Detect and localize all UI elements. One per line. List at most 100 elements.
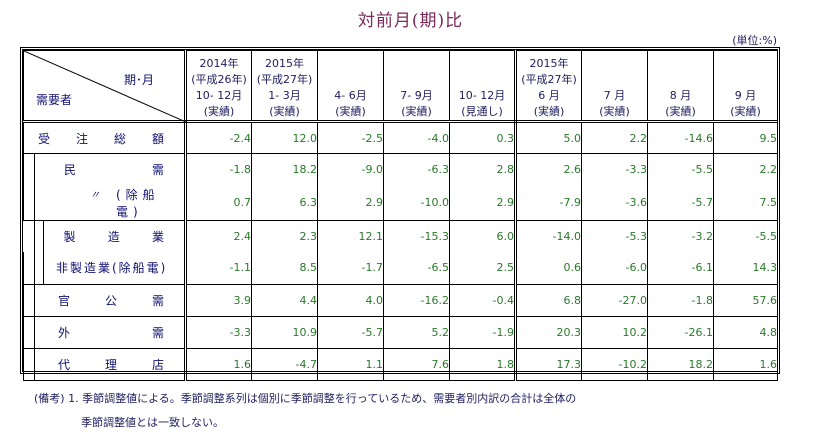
column-header: 8 月 (実績) xyxy=(647,50,714,123)
value-cell: 2.2 xyxy=(713,153,778,186)
value-cell: 8.5 xyxy=(251,252,318,285)
demander-axis-label: 需要者 xyxy=(36,93,73,107)
value-cell: -1.1 xyxy=(185,252,252,285)
value-cell: 1.8 xyxy=(449,347,517,381)
value-cell: -3.6 xyxy=(581,185,648,221)
value-cell: 0.3 xyxy=(449,121,517,154)
value-cell: 4.0 xyxy=(317,283,384,317)
value-cell: 1.6 xyxy=(185,347,252,381)
table-row: 代 理 店 1.6 -4.7 1.1 7.6 1.8 17.3 -10.2 18… xyxy=(23,347,778,381)
value-cell: -6.0 xyxy=(581,252,648,285)
table-row: 民 需 -1.8 18.2 -9.0 -6.3 2.8 2.6 -3.3 -5.… xyxy=(23,153,778,186)
value-cell: -2.4 xyxy=(185,121,252,154)
value-cell: 12.1 xyxy=(317,219,384,252)
value-cell: -15.3 xyxy=(383,219,450,252)
value-cell: -2.5 xyxy=(317,121,384,154)
value-cell: 5.0 xyxy=(515,121,582,154)
value-cell: -14.6 xyxy=(647,121,714,154)
value-cell: 2.8 xyxy=(449,153,517,186)
value-cell: -5.5 xyxy=(647,153,714,186)
diagonal-line xyxy=(24,51,186,122)
table-row: 受 注 総 額 -2.4 12.0 -2.5 -4.0 0.3 5.0 2.2 … xyxy=(23,121,778,154)
value-cell: 1.1 xyxy=(317,347,384,381)
row-label: 民 需 xyxy=(23,153,187,186)
value-cell: 2.9 xyxy=(449,185,517,221)
data-table: 期･月 需要者 2014年 (平成26年) 10- 12月 (実績) 2015年… xyxy=(23,50,778,381)
value-cell: -7.9 xyxy=(515,185,582,221)
column-header: 7 月 (実績) xyxy=(581,50,648,123)
value-cell: 2.2 xyxy=(581,121,648,154)
value-cell: 4.4 xyxy=(251,283,318,317)
value-cell: 2.3 xyxy=(251,219,318,252)
column-header: 9 月 (実績) xyxy=(713,50,778,123)
footnote-line-1: (備考) 1. 季節調整値による。季節調整系列は個別に季節調整を行っているため、… xyxy=(34,392,577,405)
value-cell: 18.2 xyxy=(251,153,318,186)
value-cell: -1.9 xyxy=(449,315,517,349)
value-cell: -5.7 xyxy=(647,185,714,221)
value-cell: -4.0 xyxy=(383,121,450,154)
value-cell: -26.1 xyxy=(647,315,714,349)
value-cell: 2.5 xyxy=(449,252,517,285)
column-header: 7- 9月 (実績) xyxy=(383,50,450,123)
value-cell: -5.3 xyxy=(581,219,648,252)
value-cell: 0.7 xyxy=(185,185,252,221)
unit-label: (単位:%) xyxy=(732,34,777,47)
value-cell: -3.3 xyxy=(185,315,252,349)
value-cell: -1.8 xyxy=(185,153,252,186)
value-cell: -5.7 xyxy=(317,315,384,349)
footnote-line-2: 季節調整値とは一致しない。 xyxy=(81,416,224,429)
value-cell: -5.5 xyxy=(713,219,778,252)
value-cell: 57.6 xyxy=(713,283,778,317)
table-row: 外 需 -3.3 10.9 -5.7 5.2 -1.9 20.3 10.2 -2… xyxy=(23,315,778,349)
value-cell: 1.6 xyxy=(713,347,778,381)
value-cell: 6.3 xyxy=(251,185,318,221)
column-header: 2015年 (平成27年) 1- 3月 (実績) xyxy=(251,50,318,123)
table-row: 官 公 需 3.9 4.4 4.0 -16.2 -0.4 6.8 -27.0 -… xyxy=(23,283,778,317)
value-cell: -10.0 xyxy=(383,185,450,221)
value-cell: -6.5 xyxy=(383,252,450,285)
value-cell: -9.0 xyxy=(317,153,384,186)
value-cell: -6.1 xyxy=(647,252,714,285)
column-header: 2014年 (平成26年) 10- 12月 (実績) xyxy=(185,50,252,123)
value-cell: 7.5 xyxy=(713,185,778,221)
column-header: 10- 12月 (見通し) xyxy=(449,50,517,123)
value-cell: 14.3 xyxy=(713,252,778,285)
value-cell: 12.0 xyxy=(251,121,318,154)
row-label: 代 理 店 xyxy=(23,347,187,381)
value-cell: -3.2 xyxy=(647,219,714,252)
value-cell: 17.3 xyxy=(515,347,582,381)
column-header: 2015年 (平成27年) 6 月 (実績) xyxy=(515,50,582,123)
value-cell: 2.6 xyxy=(515,153,582,186)
table-row: 非製造業(除船電) -1.1 8.5 -1.7 -6.5 2.5 0.6 -6.… xyxy=(23,252,778,285)
value-cell: -6.3 xyxy=(383,153,450,186)
value-cell: -27.0 xyxy=(581,283,648,317)
value-cell: 4.8 xyxy=(713,315,778,349)
value-cell: -4.7 xyxy=(251,347,318,381)
value-cell: -10.2 xyxy=(581,347,648,381)
value-cell: 9.5 xyxy=(713,121,778,154)
row-label: 外 需 xyxy=(23,315,187,349)
row-label: 〃 (除船電) xyxy=(23,185,187,221)
value-cell: -3.3 xyxy=(581,153,648,186)
column-header: 4- 6月 (実績) xyxy=(317,50,384,123)
value-cell: 3.9 xyxy=(185,283,252,317)
value-cell: 2.4 xyxy=(185,219,252,252)
value-cell: 5.2 xyxy=(383,315,450,349)
value-cell: -1.7 xyxy=(317,252,384,285)
row-label: 官 公 需 xyxy=(23,283,187,317)
value-cell: 0.6 xyxy=(515,252,582,285)
value-cell: 10.9 xyxy=(251,315,318,349)
value-cell: 10.2 xyxy=(581,315,648,349)
row-label: 製 造 業 xyxy=(23,219,187,253)
value-cell: 6.8 xyxy=(515,283,582,317)
corner-header: 期･月 需要者 xyxy=(23,50,187,123)
value-cell: 18.2 xyxy=(647,347,714,381)
value-cell: -14.0 xyxy=(515,219,582,252)
data-table-frame: 期･月 需要者 2014年 (平成26年) 10- 12月 (実績) 2015年… xyxy=(20,47,780,381)
period-axis-label: 期･月 xyxy=(123,73,154,87)
page-title: 対前月(期)比 xyxy=(357,11,464,31)
value-cell: 6.0 xyxy=(449,219,517,252)
row-label: 受 注 総 額 xyxy=(23,121,187,154)
table-row: 製 造 業 2.4 2.3 12.1 -15.3 6.0 -14.0 -5.3 … xyxy=(23,219,778,253)
value-cell: 2.9 xyxy=(317,185,384,221)
